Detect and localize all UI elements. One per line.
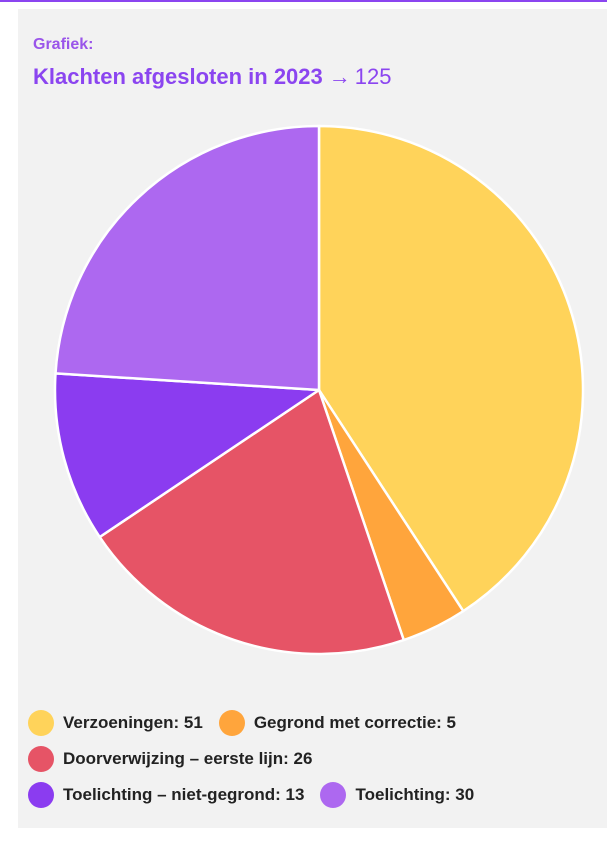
legend-item-toelichting-niet-gegrond: Toelichting – niet-gegrond: 13 [28,782,304,808]
legend-label: Toelichting: 30 [355,785,475,804]
legend-swatch [28,746,54,772]
legend-item-gegrond-met-correctie: Gegrond met correctie: 5 [218,710,456,736]
legend-row: Toelichting – niet-gegrond: 13 Toelichti… [28,782,598,808]
arrow-icon: → [328,64,351,89]
legend-label: Verzoeningen: 51 [63,713,203,732]
legend-swatch [28,782,54,808]
chart-kicker: Grafiek: [33,36,94,53]
pie-slice-doorverwijzing-eerste-lijn [98,388,405,656]
legend-label: Gegrond met correctie: 5 [253,713,456,732]
legend-item-doorverwijzing: Doorverwijzing – eerste lijn: 26 [28,746,312,772]
pie-chart [53,124,585,656]
legend-swatch [28,710,54,736]
legend-label: Doorverwijzing – eerste lijn: 26 [63,749,313,768]
chart-total: 125 [354,64,392,89]
legend-row: Doorverwijzing – eerste lijn: 26 [28,746,598,772]
legend-swatch [218,710,245,736]
legend-row: Verzoeningen: 51 Gegrond met correctie: … [28,710,598,736]
legend-item-verzoeningen: Verzoeningen: 51 [28,710,203,736]
legend-swatch [320,782,347,808]
pie-slice-toelichting-niet-gegrond [53,372,321,539]
chart-title-text: Klachten afgesloten in 2023 [33,64,323,89]
legend: Verzoeningen: 51 Gegrond met correctie: … [28,710,598,819]
legend-item-toelichting: Toelichting: 30 [320,782,474,808]
legend-label: Toelichting – niet-gegrond: 13 [63,785,305,804]
top-rule [0,0,607,2]
pie-slice-toelichting [54,124,321,392]
chart-title: Klachten afgesloten in 2023 → 125 [33,64,391,90]
